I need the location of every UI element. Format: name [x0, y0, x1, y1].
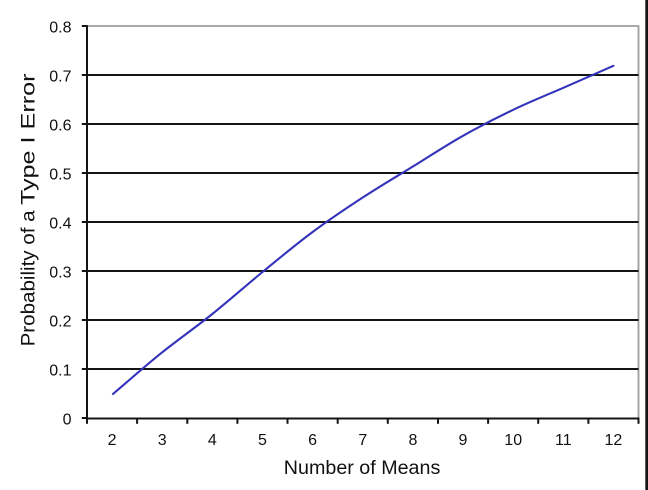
- svg-text:0: 0: [63, 412, 72, 429]
- svg-text:Number of Means: Number of Means: [284, 457, 441, 479]
- svg-text:6: 6: [308, 432, 317, 449]
- svg-text:0.7: 0.7: [49, 69, 71, 86]
- svg-text:2: 2: [108, 432, 117, 449]
- svg-text:0.4: 0.4: [49, 216, 71, 233]
- svg-text:4: 4: [208, 432, 217, 449]
- svg-text:12: 12: [605, 432, 623, 449]
- svg-text:10: 10: [504, 432, 522, 449]
- svg-text:3: 3: [158, 432, 167, 449]
- svg-text:8: 8: [408, 432, 417, 449]
- svg-text:0.3: 0.3: [49, 265, 71, 282]
- svg-text:0.1: 0.1: [49, 363, 71, 380]
- svg-text:7: 7: [358, 432, 367, 449]
- svg-text:5: 5: [258, 432, 267, 449]
- svg-text:0.2: 0.2: [49, 314, 71, 331]
- svg-text:0.5: 0.5: [49, 167, 71, 184]
- svg-text:Probability of aType I Error: Probability of aType I Error: [18, 73, 40, 347]
- svg-text:9: 9: [459, 432, 468, 449]
- svg-text:0.8: 0.8: [49, 20, 71, 37]
- svg-text:11: 11: [555, 432, 572, 449]
- svg-text:0.6: 0.6: [49, 118, 71, 135]
